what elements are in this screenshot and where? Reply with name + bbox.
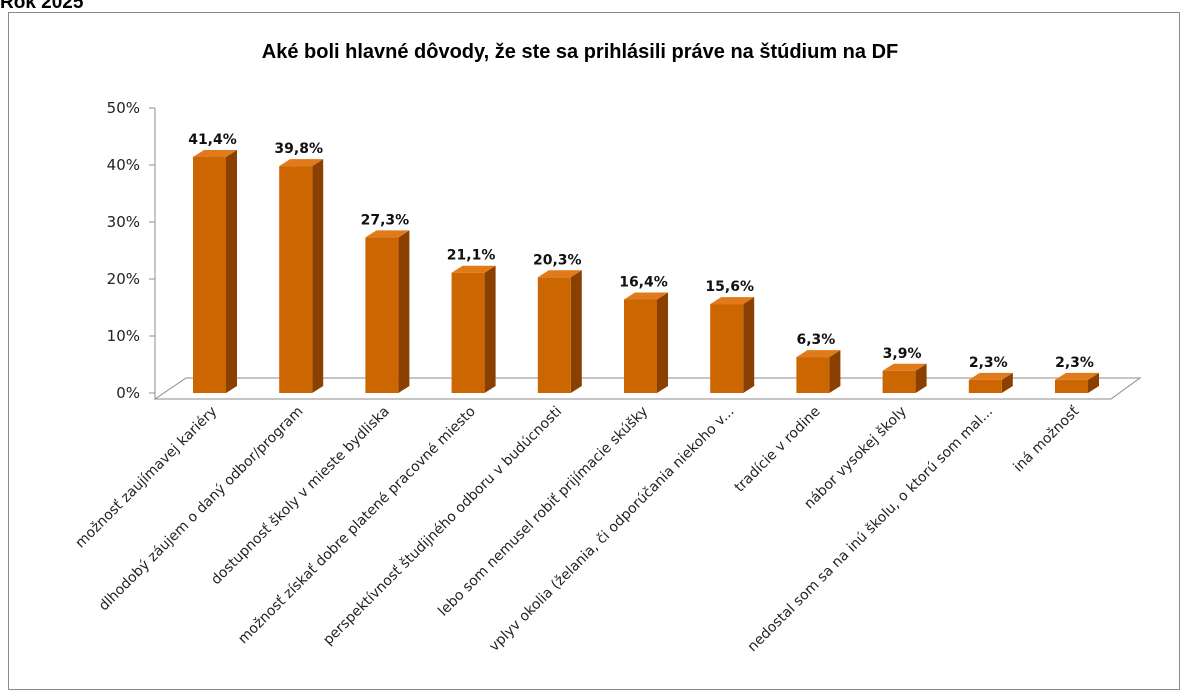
bar-top: [1055, 372, 1099, 380]
x-tick-label: možnosť zaujímavej kariéry: [73, 404, 221, 552]
bar-side: [915, 363, 927, 393]
bar: [537, 270, 582, 393]
data-label: 21,1%: [447, 248, 496, 264]
bar: [796, 350, 841, 393]
bar: [279, 159, 324, 393]
bar-front: [451, 272, 485, 393]
bar-top: [882, 363, 927, 371]
bar-series: [193, 150, 1099, 393]
y-tick-label: 30%: [107, 213, 140, 231]
bar-side: [484, 265, 496, 393]
data-label: 2,3%: [1055, 355, 1094, 371]
y-tick-label: 20%: [107, 270, 140, 288]
bar-front: [365, 237, 399, 393]
bar-side: [829, 350, 841, 393]
bar-side: [570, 270, 582, 393]
bar-top: [624, 292, 668, 300]
data-label: 2,3%: [969, 355, 1008, 371]
bar-side: [657, 292, 668, 393]
bar-top: [365, 230, 410, 238]
data-label: 3,9%: [883, 346, 922, 362]
data-labels: 41,4% 39,8% 27,3% 21,1% 20,3% 16,4% 15,6% 6,3% 3…: [188, 132, 1094, 371]
bar-front: [796, 357, 830, 393]
data-label: 16,4%: [619, 275, 668, 291]
bar: [882, 363, 927, 393]
page-header-label: Rok 2025: [0, 0, 84, 13]
bar-side: [743, 297, 755, 393]
y-axis: 0% 10% 20% 30% 40% 50%: [107, 99, 156, 402]
y-tick-label: 0%: [116, 384, 140, 402]
bar-front: [537, 277, 571, 393]
bar: [624, 292, 668, 393]
bar-side: [226, 150, 237, 393]
bar: [193, 150, 237, 393]
x-tick-label: tradície v rodine: [732, 404, 824, 496]
bar-front: [279, 166, 313, 393]
bar-front: [968, 379, 1002, 393]
data-label: 15,6%: [705, 279, 754, 295]
bar-front: [710, 304, 744, 393]
bar: [451, 265, 496, 393]
x-tick-label: dostupnosť školy v mieste bydliska: [208, 404, 393, 589]
bar-top: [451, 265, 496, 273]
chart-title: Aké boli hlavné dôvody, že ste sa prihlá…: [262, 41, 898, 63]
bar-side: [1088, 372, 1099, 393]
bar: [365, 230, 410, 393]
data-label: 39,8%: [274, 141, 323, 157]
data-label: 6,3%: [796, 332, 835, 348]
bar-top: [968, 372, 1013, 380]
bar-side: [398, 230, 410, 393]
y-tick-label: 50%: [107, 99, 140, 117]
data-label: 20,3%: [533, 252, 582, 268]
data-label: 41,4%: [188, 132, 237, 148]
y-tick-label: 40%: [107, 156, 140, 174]
bar-side: [312, 159, 324, 393]
bar-side: [1001, 372, 1013, 393]
bar-front: [624, 299, 657, 393]
bar-top: [796, 350, 841, 358]
bar-top: [710, 297, 755, 305]
bar-top: [193, 150, 237, 158]
bar: [710, 297, 755, 393]
bar-front: [882, 370, 916, 393]
bar: [1055, 372, 1099, 393]
bar-front: [1055, 379, 1088, 393]
data-label: 27,3%: [361, 212, 410, 228]
y-tick-label: 10%: [107, 327, 140, 345]
bar-front: [193, 157, 226, 393]
bar-top: [537, 270, 582, 278]
bar: [968, 372, 1013, 393]
x-tick-label: iná možnosť: [1011, 403, 1083, 475]
bar-top: [279, 159, 324, 167]
